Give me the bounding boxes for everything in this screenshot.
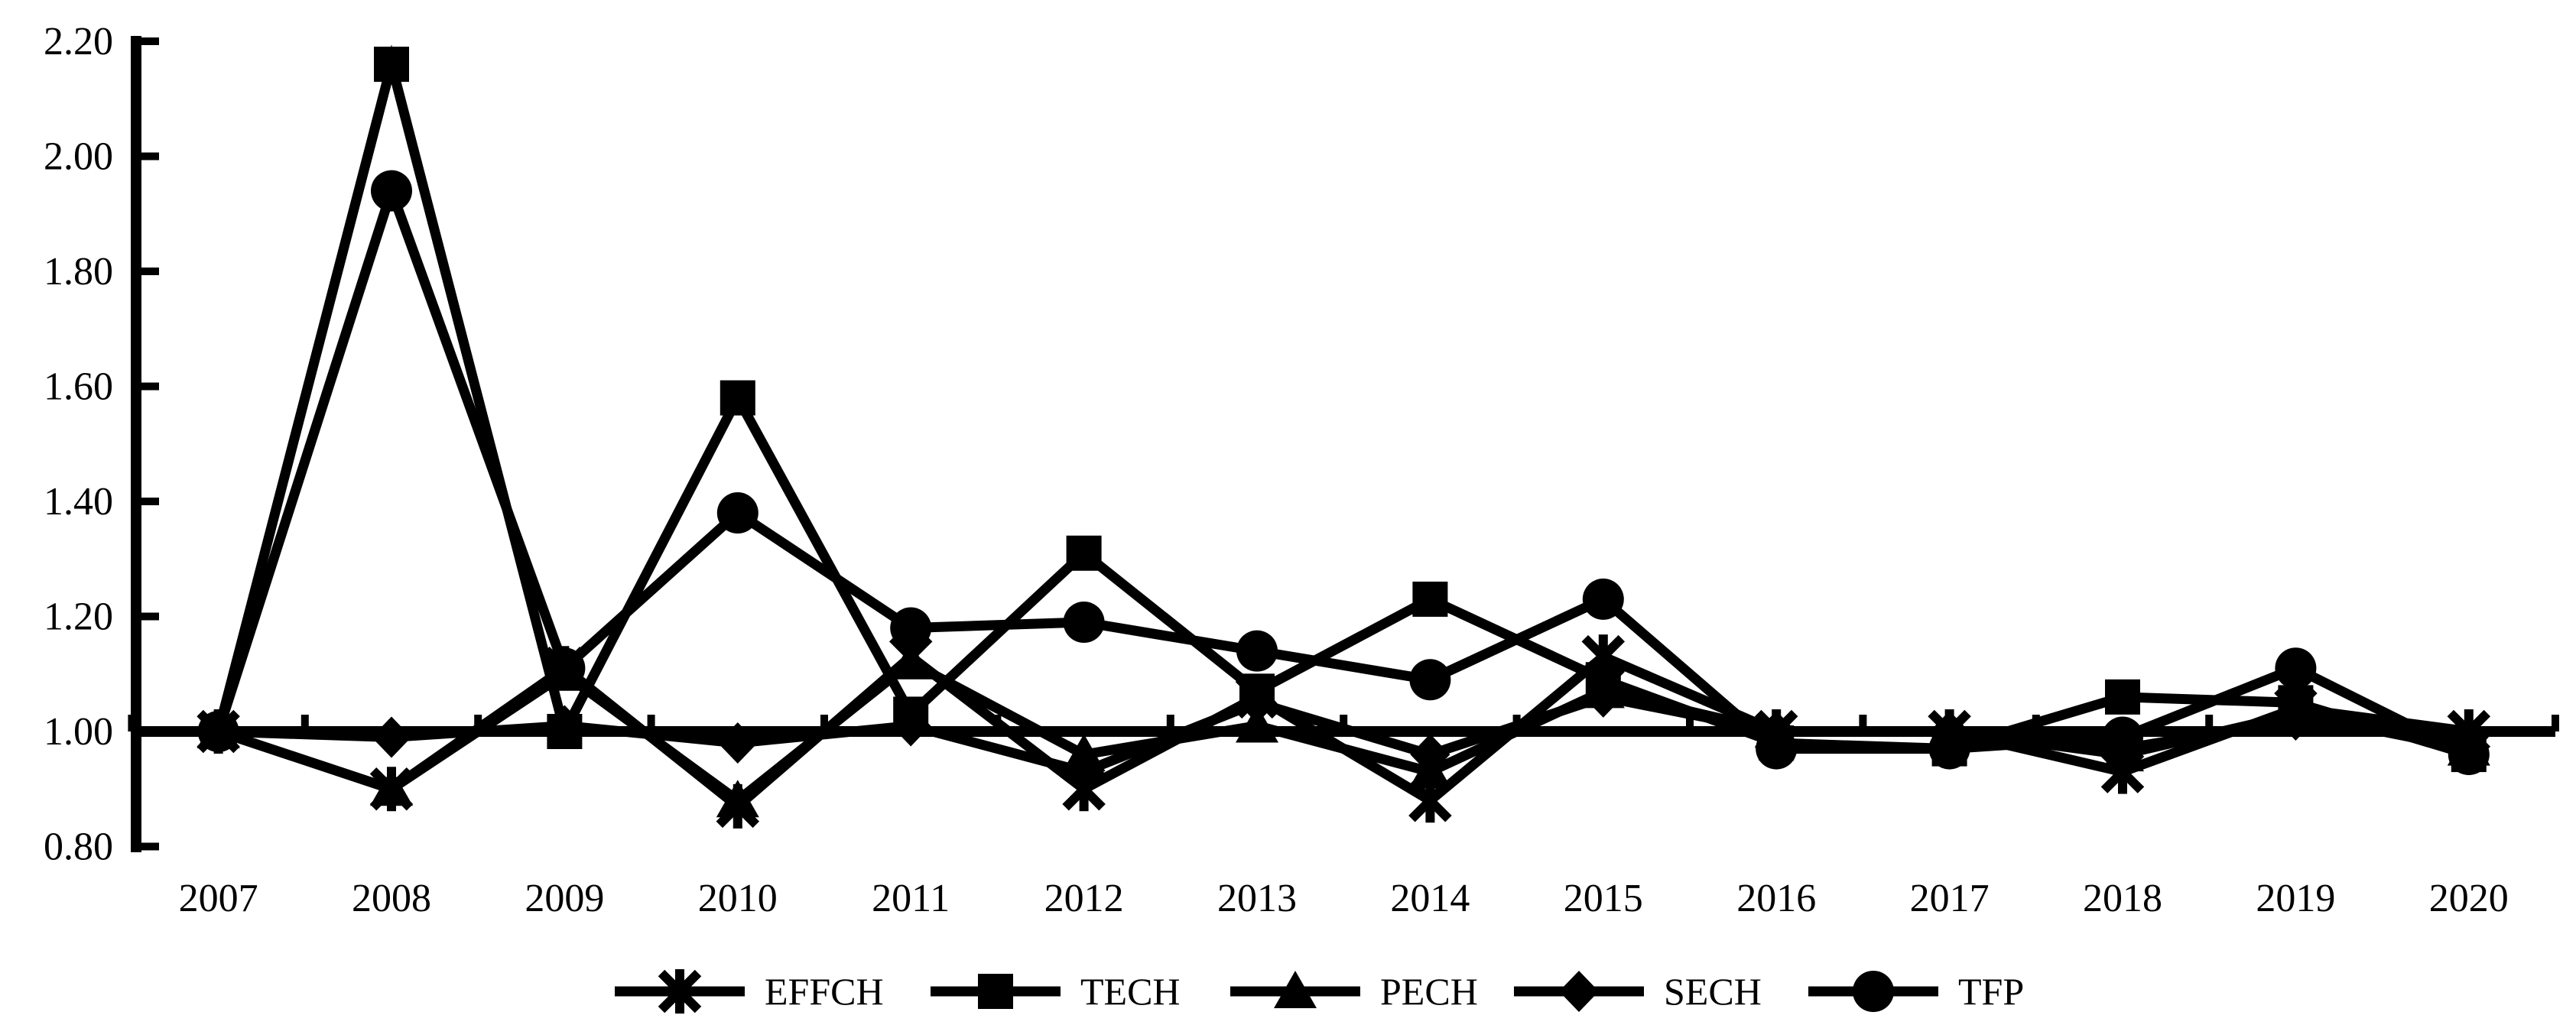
- series-line-SECH: [218, 692, 2470, 777]
- marker-SECH-2012: [1064, 751, 1104, 793]
- legend-label-EFFCH: EFFCH: [765, 970, 884, 1013]
- marker-TECH-2018: [2105, 679, 2140, 715]
- x-tick-label: 2009: [525, 877, 604, 920]
- y-tick-label: 1.00: [44, 710, 113, 754]
- marker-TFP-2017: [1928, 728, 1970, 770]
- x-tick-label: 2020: [2429, 877, 2509, 920]
- marker-TFP-2019: [2275, 647, 2317, 689]
- marker-TFP-2020: [2448, 734, 2490, 776]
- x-tick-label: 2014: [1390, 877, 1470, 920]
- legend-label-SECH: SECH: [1664, 970, 1762, 1013]
- y-tick-label: 1.80: [44, 250, 113, 294]
- legend-label-TFP: TFP: [1958, 970, 2024, 1013]
- marker-legend-TFP: [1853, 971, 1894, 1012]
- series-line-TFP: [213, 175, 2471, 759]
- marker-SECH-2013: [1237, 682, 1277, 724]
- y-tick-label: 1.40: [44, 480, 113, 524]
- y-tick-label: 0.80: [44, 826, 113, 869]
- x-tick-label: 2007: [179, 877, 258, 920]
- x-tick-label: 2013: [1217, 877, 1297, 920]
- marker-TFP-2014: [1409, 659, 1451, 701]
- marker-SECH-2008: [372, 716, 411, 758]
- legend-label-TECH: TECH: [1080, 970, 1181, 1013]
- marker-SECH-2011: [891, 705, 931, 747]
- marker-TFP-2013: [1236, 630, 1278, 672]
- marker-SECH-2010: [717, 722, 758, 764]
- marker-TFP-2009: [544, 647, 586, 689]
- marker-TFP-2008: [371, 170, 412, 212]
- marker-legend-EFFCH: [658, 969, 702, 1014]
- marker-PECH-2010: [716, 780, 759, 818]
- y-tick-label: 2.00: [44, 135, 113, 179]
- marker-SECH-2015: [1583, 676, 1623, 718]
- marker-TFP-2007: [197, 711, 239, 752]
- marker-TFP-2016: [1756, 728, 1798, 770]
- legend-label-PECH: PECH: [1380, 970, 1478, 1013]
- x-tick-label: 2012: [1044, 877, 1124, 920]
- marker-TFP-2010: [716, 492, 759, 534]
- x-tick-label: 2018: [2083, 877, 2162, 920]
- marker-SECH-2014: [1410, 734, 1450, 776]
- marker-legend-SECH: [1559, 971, 1599, 1012]
- marker-TFP-2011: [890, 607, 932, 649]
- x-tick-label: 2011: [872, 877, 950, 920]
- marker-TFP-2012: [1063, 602, 1105, 644]
- marker-TECH-2012: [1066, 535, 1102, 571]
- y-tick-label: 2.20: [44, 20, 113, 63]
- marker-SECH-2009: [544, 705, 585, 747]
- marker-TECH-2010: [720, 380, 755, 416]
- y-tick-label: 1.60: [44, 365, 113, 409]
- x-tick-label: 2019: [2256, 877, 2335, 920]
- marker-legend-PECH: [1274, 971, 1317, 1008]
- series-line-TECH: [213, 44, 2470, 760]
- marker-PECH-2013: [1236, 705, 1278, 743]
- marker-PECH-2011: [889, 641, 933, 680]
- marker-legend-TECH: [978, 974, 1013, 1009]
- marker-TECH-2014: [1412, 581, 1448, 617]
- marker-TFP-2018: [2102, 716, 2143, 758]
- marker-TFP-2015: [1582, 578, 1624, 620]
- marker-TECH-2008: [374, 47, 409, 83]
- x-tick-label: 2008: [352, 877, 431, 920]
- marker-SECH-2019: [2276, 699, 2316, 741]
- y-tick-label: 1.20: [44, 595, 113, 639]
- x-tick-label: 2016: [1736, 877, 1816, 920]
- x-tick-label: 2010: [698, 877, 778, 920]
- marker-PECH-2008: [370, 768, 413, 806]
- x-tick-label: 2015: [1564, 877, 1643, 920]
- x-tick-label: 2017: [1910, 877, 1990, 920]
